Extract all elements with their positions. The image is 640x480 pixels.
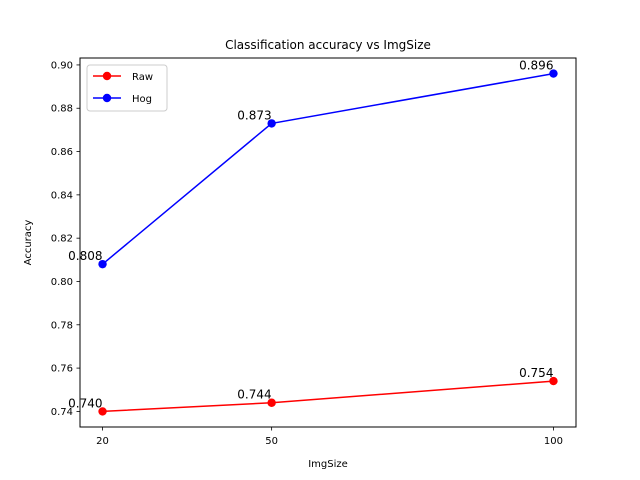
legend-entry-raw: Raw	[93, 71, 153, 83]
y-tick-label: 0.84	[51, 190, 73, 201]
data-label-hog: 0.808	[68, 249, 102, 263]
y-tick-label: 0.78	[51, 320, 73, 331]
data-label-raw: 0.744	[237, 388, 271, 402]
data-point-hog	[98, 259, 107, 269]
series-hog: 0.808 0.873 0.896	[68, 59, 558, 269]
y-axis-label: Accuracy	[23, 220, 34, 266]
legend-label-hog: Hog	[132, 94, 152, 105]
x-tick-label: 100	[544, 436, 563, 447]
legend-swatch-marker	[102, 93, 112, 103]
legend-box	[86, 64, 168, 112]
y-tick-label: 0.88	[51, 104, 73, 115]
data-point-raw	[549, 376, 558, 386]
data-point-hog	[549, 69, 558, 78]
y-tick-label: 0.80	[51, 277, 73, 288]
x-axis-ticks: 20 50 100	[96, 427, 563, 447]
data-point-raw	[98, 407, 107, 416]
y-tick-label: 0.82	[51, 234, 73, 245]
data-label-raw: 0.754	[519, 366, 553, 380]
y-tick-label: 0.90	[51, 60, 73, 71]
data-point-hog	[267, 119, 276, 128]
legend: Raw Hog	[86, 64, 168, 112]
legend-swatch-marker	[102, 71, 112, 81]
y-tick-label: 0.76	[51, 364, 73, 375]
x-tick-label: 20	[96, 436, 109, 447]
x-axis-label: ImgSize	[308, 459, 348, 470]
y-axis-ticks: 0.74 0.76 0.78 0.80 0.82 0.84 0.86 0.88 0.90	[51, 60, 80, 418]
x-tick-label: 50	[265, 436, 278, 447]
data-label-raw: 0.740	[68, 396, 102, 410]
data-label-hog: 0.896	[519, 59, 553, 73]
legend-label-raw: Raw	[132, 72, 153, 83]
data-label-hog: 0.873	[237, 108, 271, 122]
y-tick-label: 0.74	[51, 407, 73, 418]
y-tick-label: 0.86	[51, 147, 73, 158]
series-layer: 0.740 0.744 0.754 0.808 0.873 0.896	[68, 59, 558, 416]
series-raw: 0.740 0.744 0.754	[68, 366, 558, 416]
legend-entry-hog: Hog	[93, 93, 152, 105]
data-point-raw	[267, 398, 276, 407]
plot-frame	[79, 57, 577, 428]
chart-title: Classification accuracy vs ImgSize	[225, 38, 431, 52]
